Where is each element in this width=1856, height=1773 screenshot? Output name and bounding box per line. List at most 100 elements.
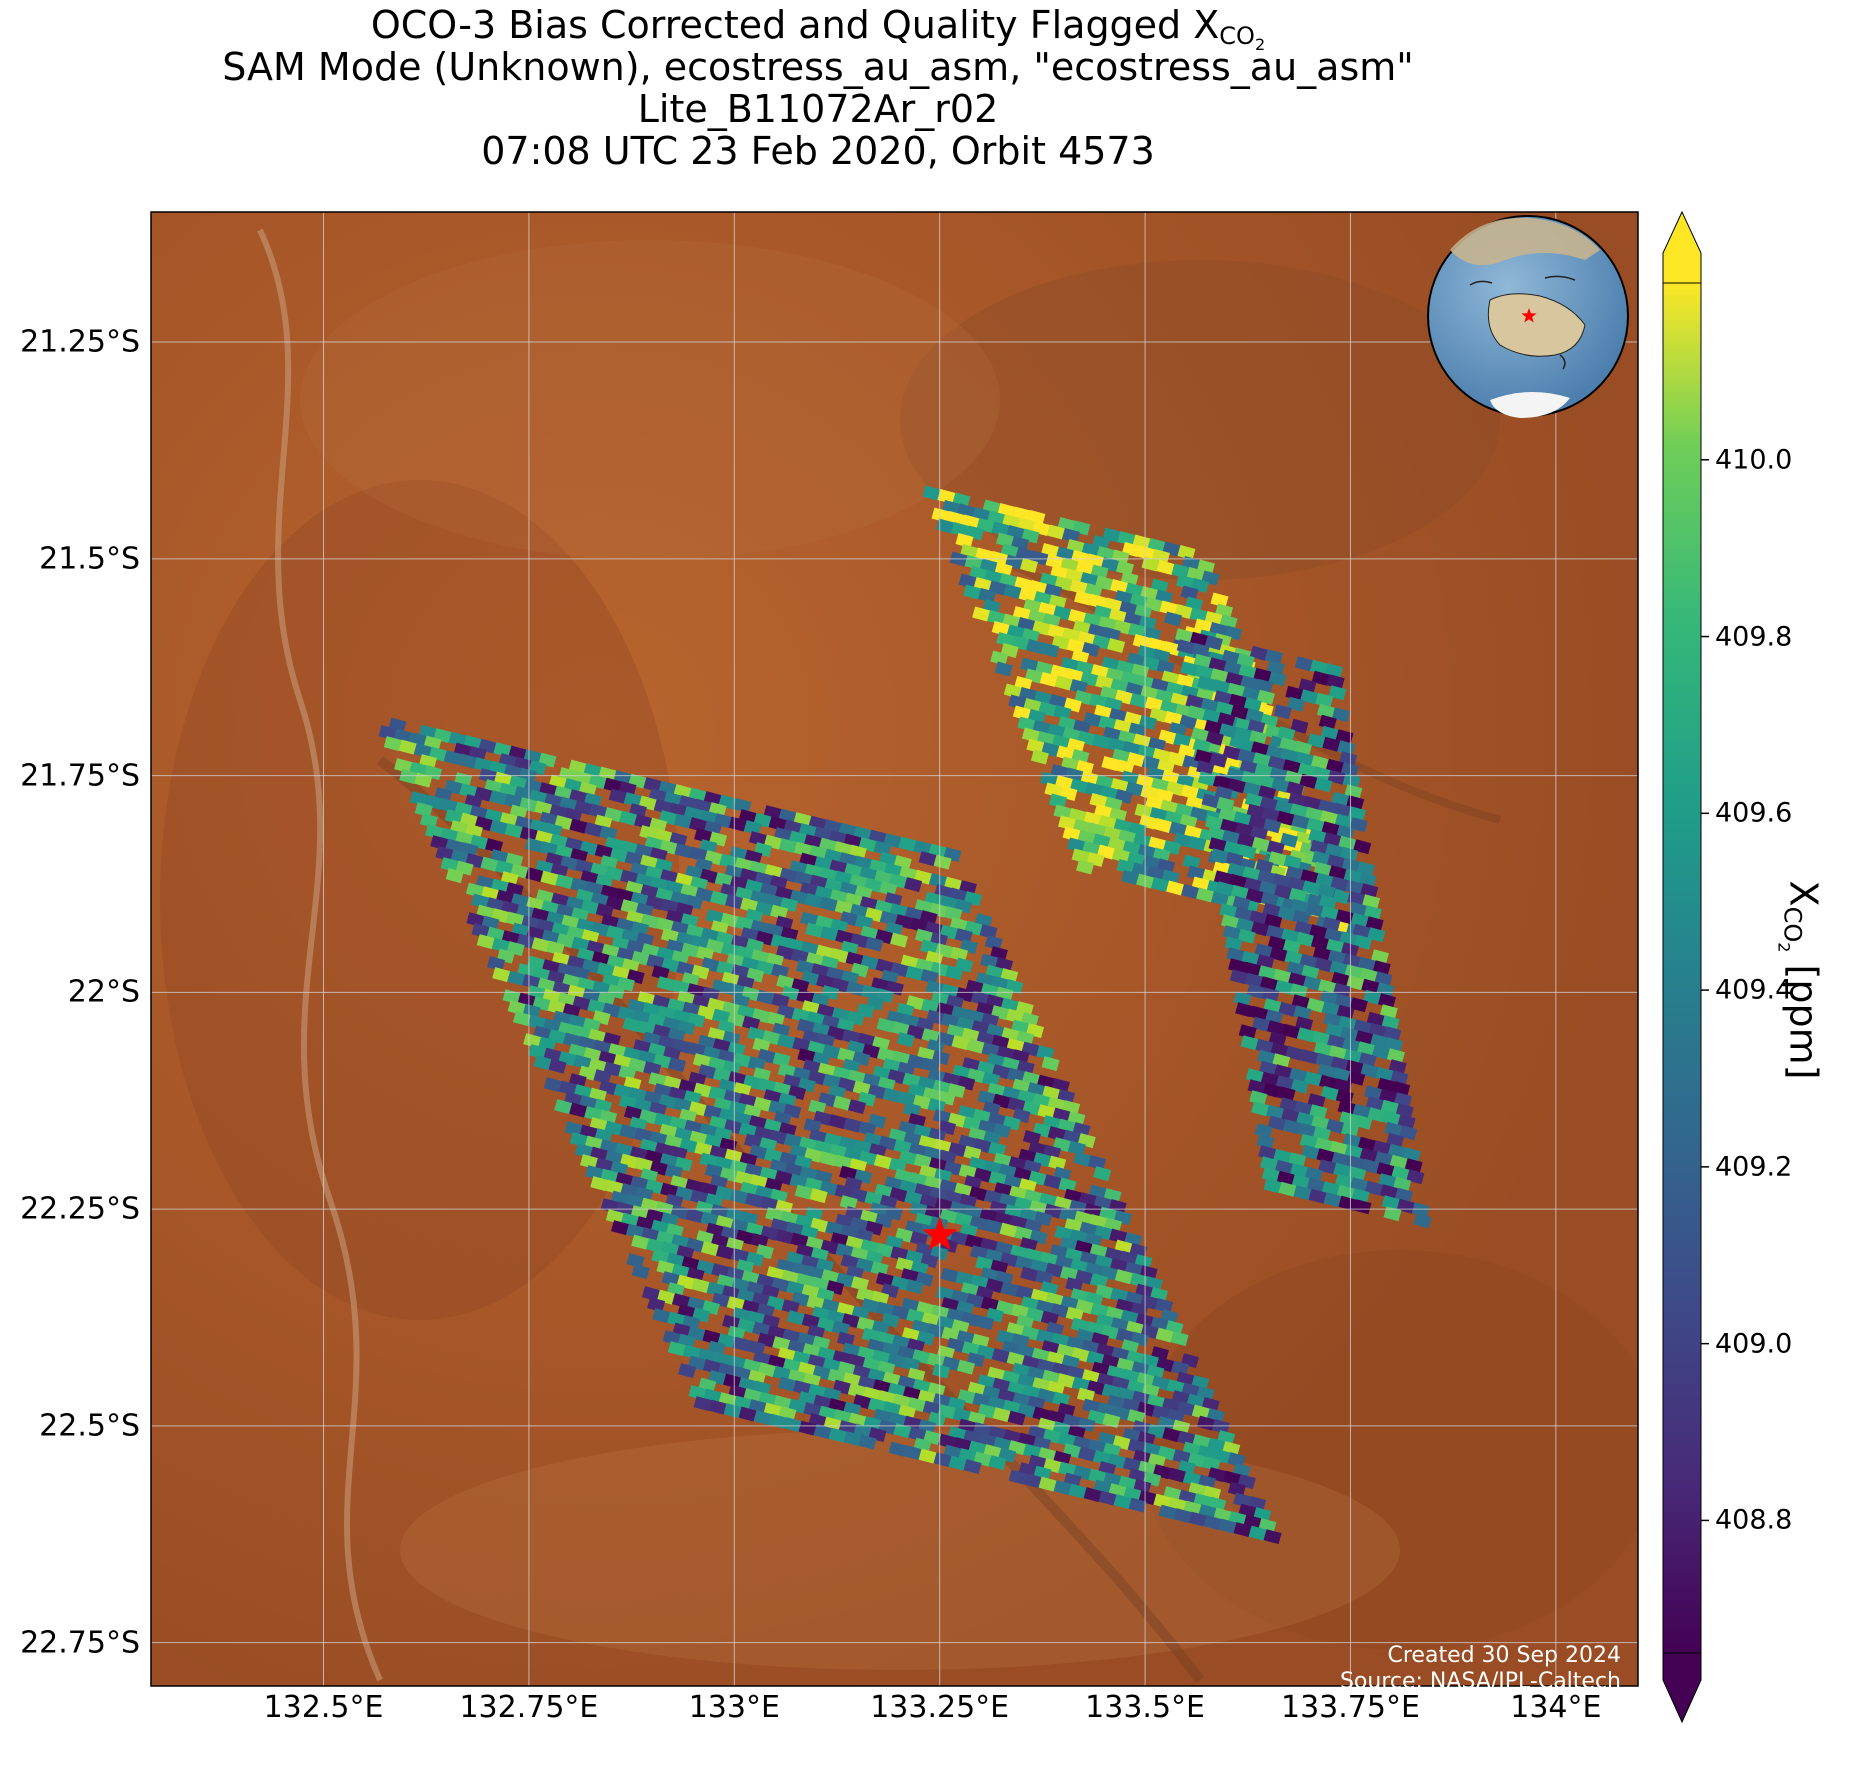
xco2-sounding [1109, 1228, 1128, 1244]
xco2-sounding [662, 1330, 681, 1346]
xco2-sounding [1321, 821, 1340, 837]
x-tick-label: 133.25°E [870, 1690, 1010, 1725]
xco2-sounding [1128, 623, 1147, 639]
xco2-sounding [988, 1171, 1007, 1187]
xco2-sounding [471, 893, 490, 909]
xco2-sounding [651, 1249, 670, 1265]
xco2-sounding [1250, 741, 1269, 757]
xco2-sounding [995, 532, 1014, 548]
xco2-sounding [1098, 1490, 1117, 1506]
x-tick-label: 134°E [1510, 1690, 1602, 1725]
xco2-sounding [1338, 835, 1357, 851]
xco2-sounding [1214, 785, 1233, 801]
xco2-sounding [1364, 1085, 1383, 1101]
xco2-sounding [708, 1399, 727, 1415]
xco2-sounding [1308, 1188, 1327, 1204]
xco2-sounding [1302, 880, 1321, 896]
xco2-sounding [1331, 791, 1350, 807]
xco2-sounding [523, 1033, 542, 1049]
xco2-sounding [1213, 870, 1232, 886]
xco2-sounding [1226, 767, 1245, 783]
xco2-sounding [1289, 983, 1308, 999]
xco2-sounding [439, 798, 458, 814]
xco2-sounding [937, 489, 956, 505]
xco2-sounding [1294, 656, 1313, 672]
xco2-sounding [619, 1124, 638, 1140]
xco2-sounding [445, 868, 464, 884]
xco2-sounding [1170, 1331, 1189, 1347]
xco2-sounding [819, 1151, 838, 1167]
xco2-sounding [634, 814, 653, 830]
xco2-sounding [507, 1000, 526, 1016]
xco2-sounding [1342, 773, 1361, 789]
xco2-sounding [1172, 1449, 1191, 1465]
xco2-sounding [1191, 1404, 1210, 1420]
xco2-sounding [1284, 950, 1303, 966]
xco2-sounding [752, 1037, 771, 1053]
xco2-sounding [1188, 1511, 1207, 1527]
xco2-sounding [1215, 881, 1234, 897]
xco2-sounding [1250, 825, 1269, 841]
xco2-sounding [793, 841, 812, 857]
xco2-sounding [1396, 1198, 1415, 1214]
xco2-sounding [1196, 675, 1215, 691]
xco2-sounding [1095, 675, 1114, 691]
xco2-sounding [820, 926, 839, 942]
xco2-sounding [1358, 1052, 1377, 1068]
xco2-sounding [574, 1143, 593, 1159]
xco2-sounding [1295, 931, 1314, 947]
xco2-sounding [1356, 1041, 1375, 1057]
xco2-sounding [1242, 866, 1261, 882]
xco2-sounding [414, 772, 433, 788]
xco2-sounding [705, 909, 724, 925]
xco2-sounding [1270, 1042, 1289, 1058]
xco2-sounding [1289, 1163, 1308, 1179]
xco2-sounding [1268, 851, 1287, 867]
xco2-sounding [941, 1013, 960, 1029]
xco2-sounding [1187, 705, 1206, 721]
xco2-sounding [975, 1256, 994, 1272]
xco2-sounding [747, 1340, 766, 1356]
xco2-sounding [1238, 844, 1257, 860]
xco2-sounding [634, 1157, 653, 1173]
xco2-sounding [1283, 854, 1302, 870]
xco2-sounding [1176, 639, 1195, 655]
xco2-sounding [1038, 1476, 1057, 1492]
xco2-sounding [1312, 1126, 1331, 1142]
xco2-sounding [984, 1219, 1003, 1235]
xco2-sounding [1345, 879, 1364, 895]
xco2-sounding [976, 1315, 995, 1331]
xco2-sounding [693, 1396, 712, 1412]
xco2-sounding [1353, 1199, 1372, 1215]
xco2-sounding [1235, 737, 1254, 753]
colorbar-tick-label: 409.8 [1715, 621, 1793, 653]
xco2-sounding [1213, 690, 1232, 706]
xco2-sounding [1320, 725, 1339, 741]
xco2-sounding [1268, 1031, 1287, 1047]
xco2-sounding [1254, 763, 1273, 779]
xco2-sounding [1189, 631, 1208, 647]
xco2-sounding [1307, 1093, 1326, 1109]
xco2-sounding [1127, 1438, 1146, 1454]
xco2-sounding [768, 816, 787, 832]
xco2-sounding [1281, 1108, 1300, 1124]
xco2-sounding [1387, 1143, 1406, 1159]
xco2-sounding [1363, 989, 1382, 1005]
xco2-sounding [1380, 1099, 1399, 1115]
xco2-sounding [958, 573, 977, 589]
xco2-sounding [723, 1403, 742, 1419]
xco2-sounding [905, 1279, 924, 1295]
xco2-sounding [587, 999, 606, 1015]
xco2-sounding [847, 1383, 866, 1399]
xco2-sounding [1175, 574, 1194, 590]
xco2-sounding [620, 869, 639, 885]
xco2-sounding [747, 1026, 766, 1042]
xco2-sounding [1353, 1019, 1372, 1035]
xco2-sounding [1191, 642, 1210, 658]
xco2-sounding [775, 1229, 794, 1245]
xco2-sounding [506, 911, 525, 927]
xco2-sounding [1304, 806, 1323, 822]
xco2-sounding [902, 1072, 921, 1088]
xco2-sounding [1177, 545, 1196, 561]
xco2-sounding [891, 1021, 910, 1037]
